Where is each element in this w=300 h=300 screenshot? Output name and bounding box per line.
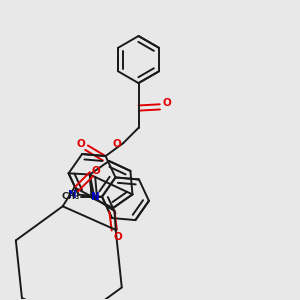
- Text: N: N: [68, 190, 77, 200]
- Text: O: O: [113, 139, 122, 149]
- Text: N: N: [91, 192, 100, 202]
- Text: O: O: [113, 232, 122, 242]
- Text: CH₃: CH₃: [61, 192, 80, 201]
- Text: O: O: [76, 139, 85, 149]
- Text: O: O: [163, 98, 171, 108]
- Text: O: O: [92, 166, 100, 176]
